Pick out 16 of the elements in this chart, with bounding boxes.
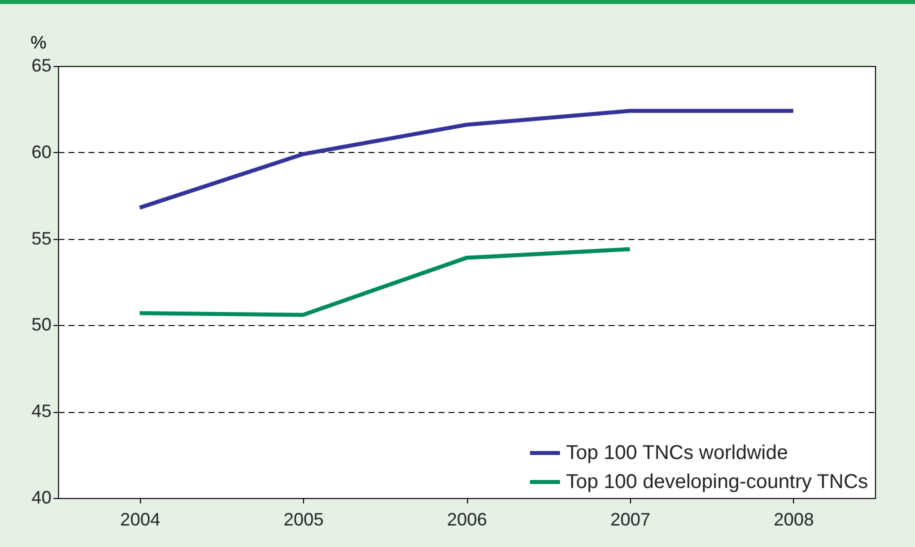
x-tick-label: 2008	[774, 510, 814, 530]
y-tick-label: 40	[31, 488, 52, 508]
y-axis-title: %	[30, 32, 47, 52]
y-tick-label: 60	[31, 142, 52, 162]
line-series	[138, 247, 632, 317]
y-tick-label: 55	[31, 228, 52, 248]
x-tick-label: 2005	[284, 510, 324, 530]
x-tick-label: 2007	[610, 510, 650, 530]
y-tick-label: 50	[31, 314, 52, 335]
y-tick-label: 65	[31, 56, 52, 76]
x-tick-label: 2004	[120, 510, 160, 530]
x-tick-label: 2006	[446, 510, 488, 530]
y-tick-label: 45	[31, 401, 52, 422]
legend-label: Top 100 developing-country TNCs	[566, 471, 868, 493]
legend-label: Top 100 TNCs worldwide	[566, 442, 788, 464]
line-series	[138, 108, 796, 210]
